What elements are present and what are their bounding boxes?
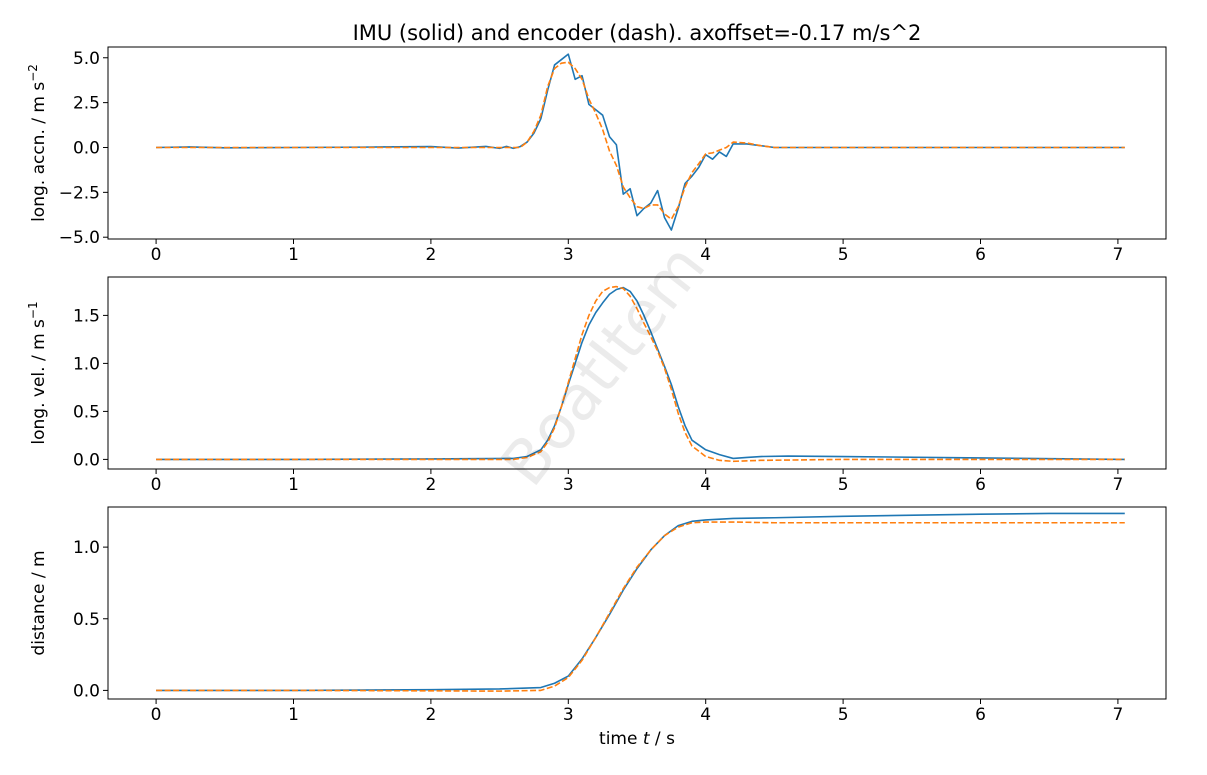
x-tick-label: 3 [563, 475, 574, 495]
figure-title: IMU (solid) and encoder (dash). axoffset… [353, 21, 922, 45]
y-tick-label: 5.0 [73, 49, 100, 69]
x-tick-label: 1 [288, 245, 299, 265]
panels: 0 1 2 3 4 5 6 7 −5.0 −2.5 0.0 2.5 5.0 long. accn. / m… [26, 46, 1167, 749]
axes-frame-distance [107, 506, 1167, 700]
y-tick-label: 0.5 [73, 610, 100, 630]
y-tick-label: 1.0 [73, 538, 100, 558]
panel-acceleration: 0 1 2 3 4 5 6 7 −5.0 −2.5 0.0 2.5 5.0 long. accn. / m… [26, 46, 1167, 265]
y-tick-label: 0.0 [73, 681, 100, 701]
x-tick-label: 7 [1112, 705, 1123, 725]
x-tick-label: 6 [975, 245, 986, 265]
series-line-imu-velocity [156, 286, 1125, 461]
y-tick-label: 1.0 [73, 354, 100, 374]
x-tick-label: 7 [1112, 245, 1123, 265]
axes-frame-acceleration [107, 46, 1167, 240]
y-tick-label: 0.0 [73, 138, 100, 158]
panel-velocity: 0 1 2 3 4 5 6 7 0.0 0.5 1.0 1.5 long. vel. / m s−1 [26, 276, 1167, 495]
x-tick-label: 0 [151, 705, 162, 725]
y-tick-label: −5.0 [59, 228, 100, 248]
x-tick-label: 2 [425, 245, 436, 265]
x-tick-label: 1 [288, 705, 299, 725]
panel-distance: 0 1 2 3 4 5 6 7 0.0 0.5 1.0 distance / m time t / s [29, 506, 1167, 749]
y-tick-label: 0.5 [73, 402, 100, 422]
axes-frame-velocity [107, 276, 1167, 470]
x-tick-label: 0 [151, 475, 162, 495]
x-tick-label: 4 [700, 245, 711, 265]
plot-area-distance [156, 512, 1125, 692]
x-tick-label: 4 [700, 705, 711, 725]
x-tick-label: 4 [700, 475, 711, 495]
x-tick-label: 1 [288, 475, 299, 495]
y-tick-label: 2.5 [73, 94, 100, 114]
x-tick-label: 3 [563, 705, 574, 725]
x-tick-label: 6 [975, 705, 986, 725]
y-axis-label-distance: distance / m [29, 550, 49, 655]
y-axis-label-acceleration: long. accn. / m s−2 [26, 64, 49, 222]
series-line-encoder-velocity [156, 285, 1125, 463]
y-tick-label: −2.5 [59, 183, 100, 203]
series-line-encoder-distance [156, 521, 1125, 692]
x-tick-label: 5 [838, 475, 849, 495]
x-tick-label: 6 [975, 475, 986, 495]
plot-area-acceleration [156, 53, 1125, 231]
x-tick-label: 5 [838, 245, 849, 265]
x-tick-label: 0 [151, 245, 162, 265]
x-tick-label: 2 [425, 475, 436, 495]
x-axis-label: time t / s [599, 729, 675, 749]
series-line-encoder-acceleration [156, 61, 1125, 221]
y-tick-label: 0.0 [73, 450, 100, 470]
x-tick-label: 7 [1112, 475, 1123, 495]
y-axis-label-velocity: long. vel. / m s−1 [26, 301, 49, 444]
x-tick-label: 2 [425, 705, 436, 725]
x-tick-label: 5 [838, 705, 849, 725]
x-tick-label: 3 [563, 245, 574, 265]
plot-area-velocity [156, 285, 1125, 463]
y-tick-label: 1.5 [73, 306, 100, 326]
